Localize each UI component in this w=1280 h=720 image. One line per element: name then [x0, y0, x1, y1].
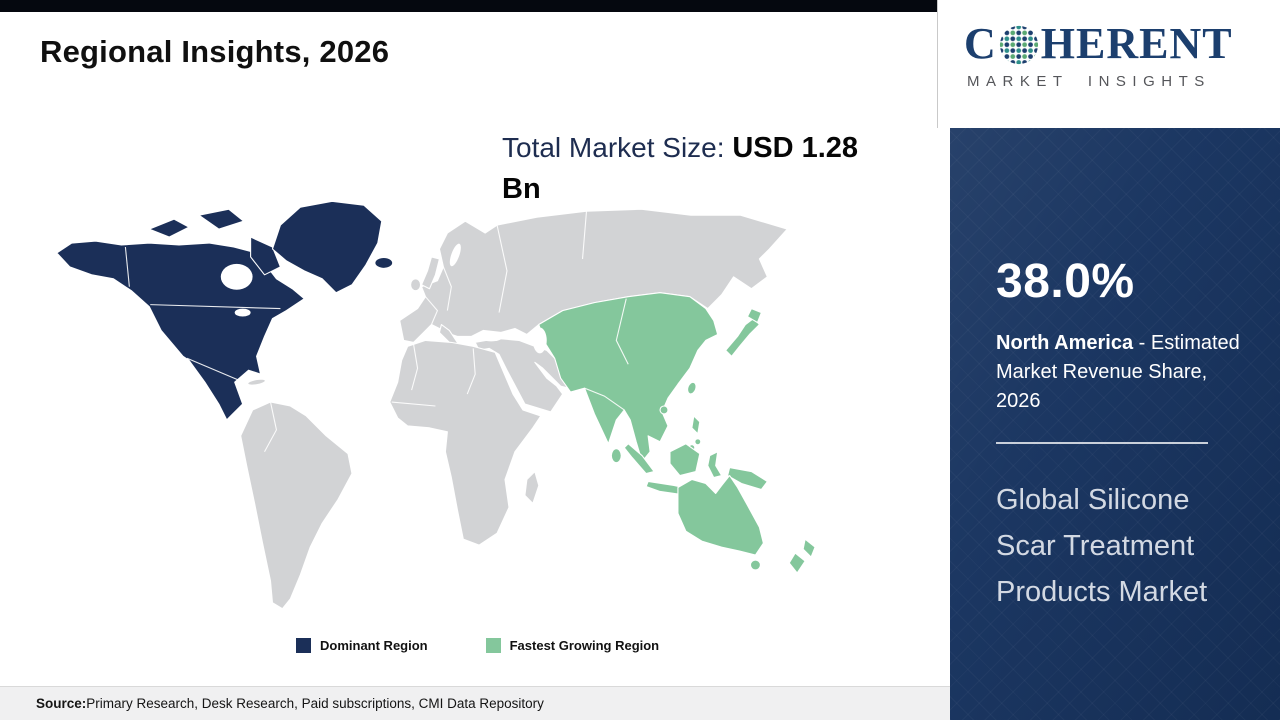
dominant-region-swatch	[296, 638, 311, 653]
border-us-mexico	[186, 357, 239, 381]
legend-item-dominant: Dominant Region	[296, 638, 428, 653]
region-new-zealand-south	[788, 552, 806, 574]
border-russia-ural	[496, 225, 508, 313]
market-share-region: North America	[996, 332, 1134, 354]
coherent-globe-icon	[999, 25, 1038, 65]
right-info-panel: 38.0% North America - Estimated Market R…	[950, 128, 1280, 720]
market-name: Global Silicone Scar Treatment Products …	[996, 484, 1208, 608]
world-map-svg	[56, 200, 816, 610]
market-share-description: North America - Estimated Market Revenue…	[996, 329, 1248, 416]
source-bar: Source: Primary Research, Desk Research,…	[0, 686, 950, 720]
region-south-america	[240, 401, 353, 610]
map-legend: Dominant Region Fastest Growing Region	[296, 638, 659, 653]
border-africa-1	[411, 344, 419, 391]
fastest-growing-region-label: Fastest Growing Region	[509, 638, 660, 653]
region-sumatra	[623, 443, 655, 475]
region-sulawesi	[707, 451, 723, 479]
hudson-bay	[220, 263, 253, 290]
region-australia	[677, 475, 764, 556]
region-cuba	[247, 378, 266, 386]
dominant-region-label: Dominant Region	[320, 638, 428, 653]
border-us-canada	[150, 304, 281, 310]
total-market-size-value: USD 1.28 Bn	[502, 132, 859, 206]
logo-letters-herent: HERENT	[1040, 19, 1233, 68]
region-new-zealand-north	[802, 538, 816, 558]
region-philippines	[691, 415, 701, 435]
border-brazil-west	[264, 401, 278, 452]
market-share-value: 38.0%	[996, 255, 1135, 308]
region-new-guinea	[727, 467, 768, 491]
map-border-lines	[124, 211, 629, 452]
border-india-north	[584, 387, 625, 411]
region-greenland	[271, 200, 383, 294]
border-africa-2	[466, 348, 476, 395]
region-hainan	[659, 405, 669, 415]
border-china-west	[615, 298, 629, 365]
total-market-size-label: Total Market Size:	[502, 132, 725, 163]
region-philippines-south	[694, 438, 702, 446]
region-baffin-island	[250, 236, 281, 276]
region-africa	[389, 339, 542, 546]
great-lakes	[234, 308, 251, 317]
region-ireland	[410, 278, 422, 292]
border-africa-sahel	[391, 401, 436, 407]
total-market-size: Total Market Size: USD 1.28 Bn	[502, 128, 894, 210]
black-sea	[479, 331, 504, 342]
coherent-logo: C HERENT MARKET INSIGHTS	[964, 22, 1264, 91]
map-fastest-growing-region	[538, 292, 816, 574]
logo-tagline: MARKET INSIGHTS	[967, 73, 1211, 90]
logo-letter-c: C	[964, 19, 997, 68]
region-madagascar	[524, 471, 540, 504]
map-dominant-region	[56, 200, 394, 421]
region-borneo	[669, 443, 701, 477]
border-siberia	[581, 211, 588, 259]
page-title: Regional Insights, 2026	[40, 34, 390, 69]
region-sri-lanka	[610, 448, 622, 464]
border-alaska-canada	[124, 246, 130, 287]
map-water-details	[220, 243, 547, 354]
caspian-sea	[532, 327, 547, 354]
region-tasmania	[749, 559, 761, 571]
logo-divider-line	[937, 0, 938, 128]
coherent-logotype: C HERENT	[964, 22, 1264, 66]
fastest-growing-region-swatch	[485, 638, 501, 653]
region-arctic-island-2	[198, 208, 245, 230]
region-japan-hokkaido	[746, 308, 762, 324]
region-asia-mainland	[538, 292, 719, 463]
legend-item-fastest: Fastest Growing Region	[485, 638, 660, 653]
top-accent-bar	[0, 0, 938, 12]
border-europe-1	[425, 296, 439, 325]
region-europe-russia	[399, 208, 788, 343]
region-taiwan	[687, 381, 697, 395]
market-share-caption: - Estimated Market Revenue Share, 2026	[996, 332, 1240, 412]
border-europe-2	[442, 266, 452, 311]
region-uk	[420, 256, 440, 290]
source-text: Primary Research, Desk Research, Paid su…	[86, 696, 544, 711]
baltic-sea	[449, 243, 461, 267]
region-japan-honshu	[725, 317, 760, 357]
panel-divider-line	[996, 442, 1208, 444]
source-label: Source:	[36, 696, 87, 711]
world-map	[30, 186, 825, 624]
region-iceland	[374, 256, 394, 269]
region-arctic-island-1	[148, 218, 190, 238]
